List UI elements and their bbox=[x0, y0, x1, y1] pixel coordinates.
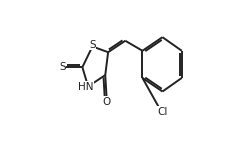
Text: S: S bbox=[89, 40, 96, 50]
Text: O: O bbox=[103, 97, 111, 107]
Text: S: S bbox=[59, 62, 66, 72]
Text: HN: HN bbox=[78, 82, 93, 92]
Text: Cl: Cl bbox=[157, 107, 168, 117]
